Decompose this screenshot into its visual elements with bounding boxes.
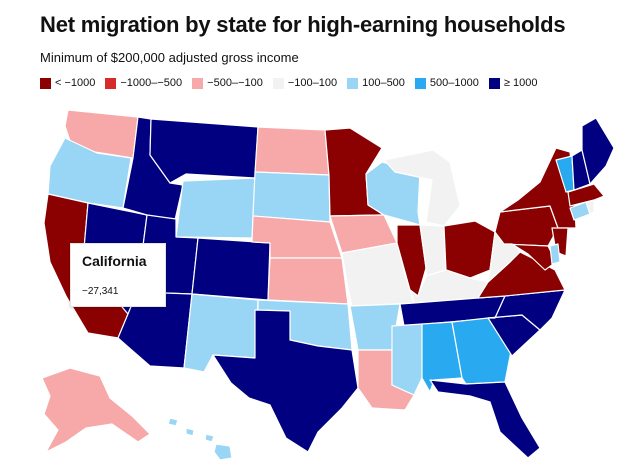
- legend-label: −100–100: [287, 77, 338, 89]
- state-texas[interactable]: [212, 309, 359, 453]
- state-wyoming[interactable]: [175, 177, 256, 239]
- legend-label: 100–500: [362, 77, 405, 89]
- state-kansas[interactable]: [267, 257, 349, 305]
- legend-swatch: [347, 77, 359, 89]
- legend-swatch: [192, 77, 204, 89]
- state-florida[interactable]: [429, 379, 541, 459]
- legend-item: −500–−100: [192, 77, 263, 89]
- chart-subtitle: Minimum of $200,000 adjusted gross incom…: [40, 50, 299, 65]
- legend-label: −500–−100: [207, 77, 263, 89]
- tooltip-value: −27,341: [82, 286, 119, 297]
- legend-swatch: [105, 77, 117, 89]
- chart-title: Net migration by state for high-earning …: [40, 12, 566, 37]
- state-montana[interactable]: [149, 118, 259, 184]
- legend-label: < −1000: [55, 77, 96, 89]
- legend-swatch: [414, 77, 426, 89]
- state-maine[interactable]: [581, 117, 615, 185]
- legend-item: ≥ 1000: [488, 77, 538, 89]
- legend-item: −100–100: [272, 77, 338, 89]
- state-south-dakota[interactable]: [252, 171, 331, 223]
- tooltip-state-name: California: [82, 253, 147, 269]
- state-north-dakota[interactable]: [254, 126, 330, 176]
- state-alaska[interactable]: [41, 367, 151, 453]
- state-maryland[interactable]: [503, 243, 557, 271]
- legend-label: −1000–−500: [120, 77, 183, 89]
- legend-swatch: [488, 77, 500, 89]
- legend: < −1000 −1000–−500 −500–−100 −100–100 10…: [40, 77, 547, 89]
- legend-label: 500–1000: [429, 77, 479, 89]
- state-ohio[interactable]: [443, 220, 496, 279]
- state-mississippi[interactable]: [391, 323, 423, 396]
- state-delaware[interactable]: [549, 243, 561, 265]
- state-hawaii[interactable]: [167, 417, 233, 461]
- legend-swatch: [40, 77, 51, 89]
- legend-label: ≥ 1000: [503, 77, 538, 89]
- legend-item: 500–1000: [414, 77, 479, 89]
- legend-item: < −1000: [40, 77, 95, 89]
- legend-swatch: [272, 77, 284, 89]
- state-colorado[interactable]: [191, 237, 271, 301]
- legend-item: 100–500: [347, 77, 405, 89]
- legend-item: −1000–−500: [105, 77, 182, 89]
- state-tooltip: California −27,341: [70, 243, 166, 307]
